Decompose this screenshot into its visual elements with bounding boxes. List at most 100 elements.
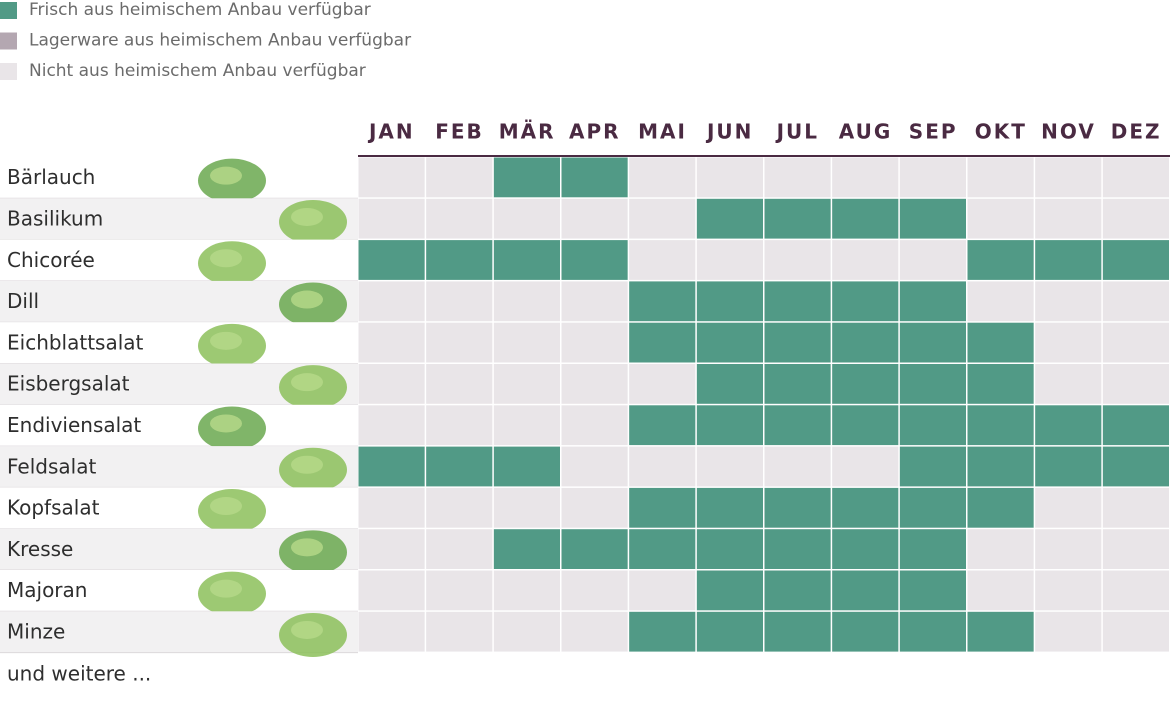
month-cell	[426, 281, 493, 322]
month-cell	[1035, 364, 1102, 404]
month-cell	[696, 364, 763, 404]
month-cell	[426, 529, 493, 569]
month-cell	[764, 570, 831, 611]
legend-swatch	[0, 63, 17, 80]
month-cell	[426, 487, 493, 528]
row-name: Dill	[7, 289, 39, 313]
month-cell	[358, 364, 425, 404]
month-cell	[696, 446, 763, 487]
month-label: SEP	[909, 120, 958, 144]
month-cell	[832, 487, 899, 528]
month-cell	[1035, 240, 1102, 280]
month-cell	[629, 529, 696, 569]
month-cell	[629, 240, 696, 280]
month-cell	[426, 157, 493, 198]
month-cell	[426, 240, 493, 280]
month-cell	[493, 446, 560, 487]
month-cell	[561, 198, 628, 239]
month-cell	[832, 405, 899, 446]
month-cell	[629, 322, 696, 363]
month-cell	[764, 157, 831, 198]
month-cell	[967, 405, 1034, 446]
month-cell	[358, 198, 425, 239]
legend-swatch	[0, 2, 17, 19]
plant-icon-highlight	[210, 579, 242, 598]
month-cell	[358, 322, 425, 363]
plant-icon-highlight	[210, 497, 242, 516]
month-cell	[832, 157, 899, 198]
month-cell	[493, 322, 560, 363]
month-cell	[358, 446, 425, 487]
legend: Frisch aus heimischem Anbau verfügbar Lag…	[0, 0, 411, 81]
month-cell	[696, 529, 763, 569]
row-label-bg	[0, 322, 358, 364]
month-cell	[493, 405, 560, 446]
month-cell	[426, 322, 493, 363]
month-cell	[967, 322, 1034, 363]
plant-icon-highlight	[210, 414, 242, 433]
month-cell	[1035, 322, 1102, 363]
month-cell	[561, 529, 628, 569]
month-cell	[899, 240, 966, 280]
month-cell	[1102, 322, 1169, 363]
month-cell	[967, 487, 1034, 528]
month-cell	[899, 487, 966, 528]
month-cell	[493, 281, 560, 322]
row-label-bg	[0, 404, 358, 447]
month-cell	[426, 446, 493, 487]
month-cell	[493, 157, 560, 198]
month-cell	[561, 570, 628, 611]
month-label: NOV	[1041, 120, 1096, 144]
month-cell	[899, 611, 966, 652]
plant-icon-highlight	[210, 166, 242, 185]
month-cell	[696, 198, 763, 239]
month-cell	[967, 364, 1034, 404]
month-cell	[629, 198, 696, 239]
month-cell	[629, 364, 696, 404]
month-cell	[1035, 157, 1102, 198]
month-cell	[1102, 405, 1169, 446]
calendar-table: JAN FEB MÄR APR MAI JUN JUL AUG SEP OKT NOV DEZ Bärl…	[0, 120, 1170, 657]
month-cell	[561, 157, 628, 198]
month-cell	[629, 611, 696, 652]
month-cell	[899, 322, 966, 363]
row-name: Feldsalat	[7, 454, 96, 478]
month-cell	[967, 157, 1034, 198]
month-cell	[1035, 487, 1102, 528]
month-cell	[493, 487, 560, 528]
month-cell	[899, 570, 966, 611]
row-name: Eisbergsalat	[7, 372, 130, 396]
month-cell	[764, 322, 831, 363]
row-name: Chicorée	[7, 248, 95, 272]
month-label: OKT	[975, 120, 1027, 144]
month-cell	[561, 281, 628, 322]
month-cell	[561, 322, 628, 363]
month-cell	[832, 364, 899, 404]
month-cell	[493, 364, 560, 404]
month-cell	[899, 529, 966, 569]
month-cell	[832, 281, 899, 322]
month-cell	[358, 611, 425, 652]
row-name: Kresse	[7, 537, 73, 561]
month-cell	[764, 529, 831, 569]
month-cell	[967, 281, 1034, 322]
plant-icon-highlight	[291, 455, 323, 474]
month-cell	[832, 322, 899, 363]
month-cell	[629, 487, 696, 528]
legend-label: Lagerware aus heimischem Anbau verfügbar	[29, 31, 411, 51]
row-label-bg	[0, 487, 358, 529]
month-cell	[426, 570, 493, 611]
month-cell	[764, 487, 831, 528]
month-cell	[629, 405, 696, 446]
month-cell	[899, 157, 966, 198]
month-cell	[493, 529, 560, 569]
month-label: AUG	[839, 120, 893, 144]
month-cell	[1102, 198, 1169, 239]
month-cell	[1035, 281, 1102, 322]
month-cell	[1102, 240, 1169, 280]
month-cell	[1035, 611, 1102, 652]
plant-icon-highlight	[210, 249, 242, 268]
month-cell	[1102, 487, 1169, 528]
row-name: Minze	[7, 619, 65, 643]
month-label: JAN	[367, 120, 415, 144]
